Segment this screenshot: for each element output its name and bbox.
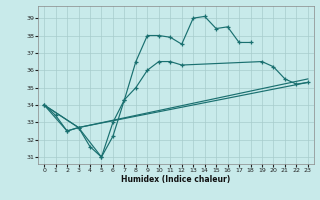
- X-axis label: Humidex (Indice chaleur): Humidex (Indice chaleur): [121, 175, 231, 184]
